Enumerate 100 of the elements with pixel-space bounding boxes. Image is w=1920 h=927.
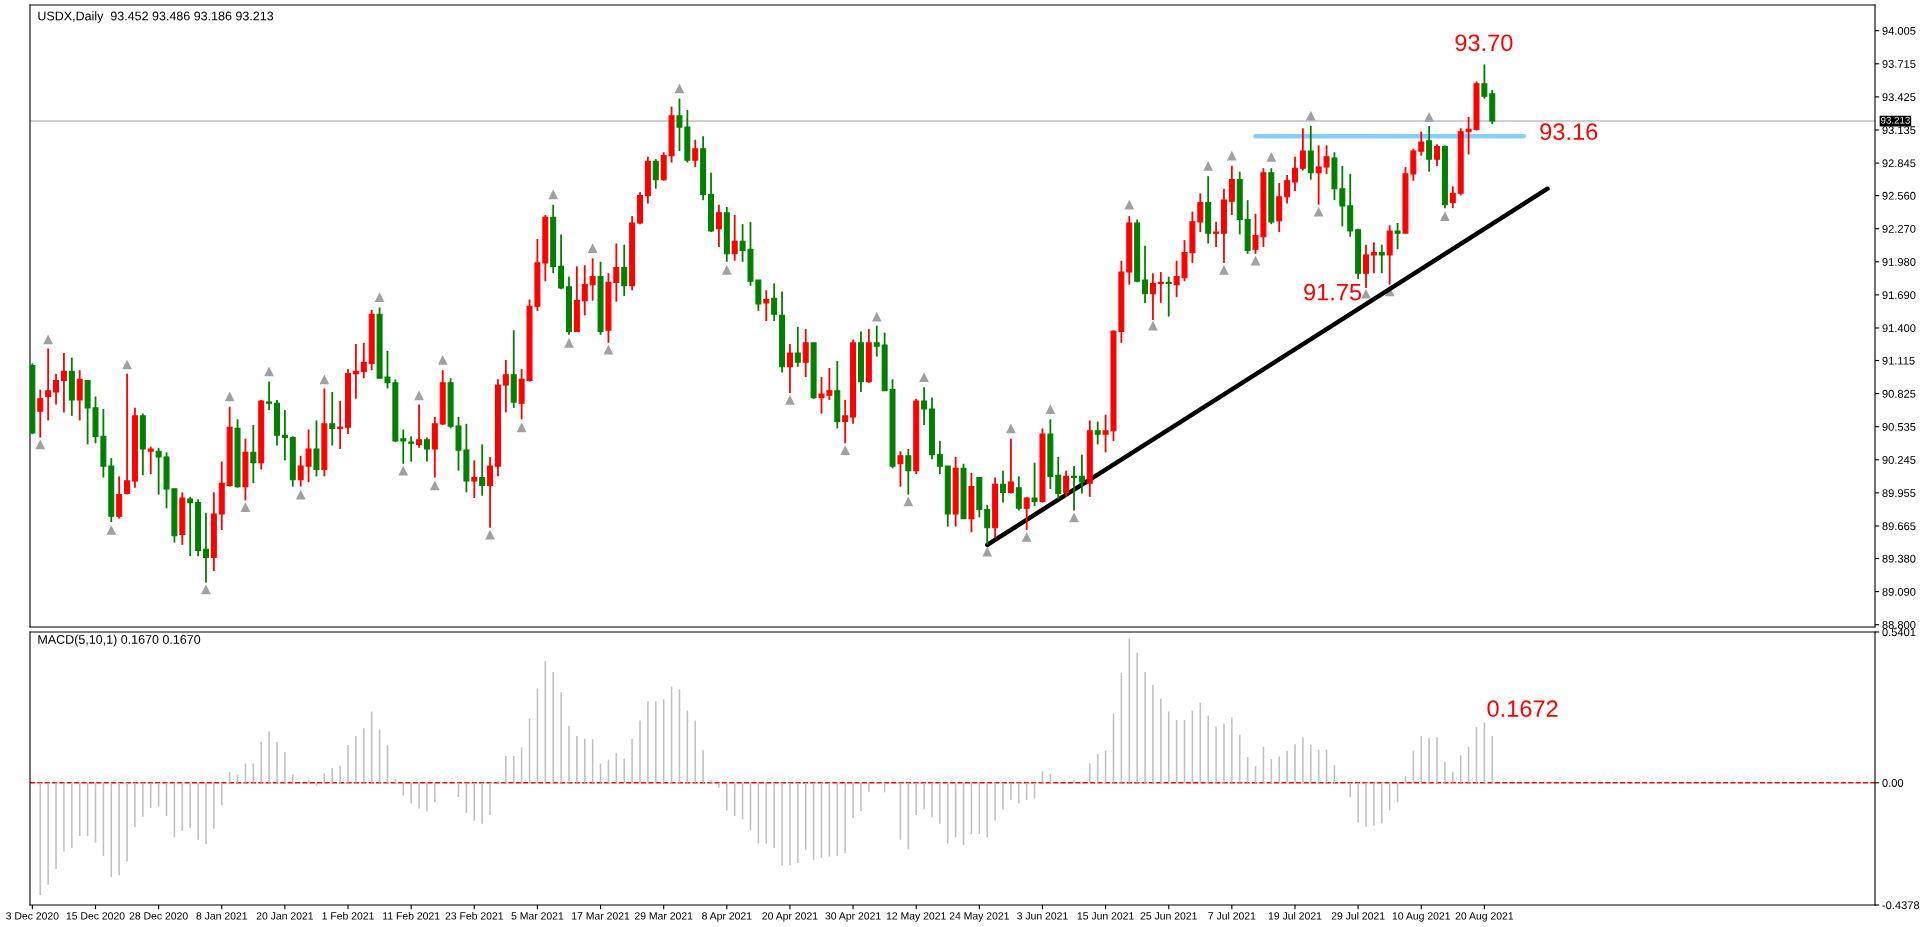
x-tick-label: 11 Feb 2021 xyxy=(383,911,440,920)
x-tick-label: 20 Aug 2021 xyxy=(1455,912,1514,922)
y-tick-label: 91.980 xyxy=(1882,258,1916,266)
point xyxy=(429,480,440,491)
candlestick xyxy=(786,343,793,394)
point xyxy=(398,465,409,476)
y-tick-label: 92.845 xyxy=(1882,159,1916,168)
y-tick-label: 88.800 xyxy=(1882,620,1916,629)
x-tick-label: 3 Dec 2020 xyxy=(6,912,59,920)
y-tick-label: 0.00 xyxy=(1882,779,1904,787)
candlestick xyxy=(1307,125,1314,181)
candlestick xyxy=(76,369,83,422)
point xyxy=(721,264,732,275)
point xyxy=(548,189,559,200)
y-tick-label: 91.115 xyxy=(1882,356,1915,365)
point xyxy=(224,391,235,402)
candlestick xyxy=(1449,185,1456,210)
x-tick-label: 20 Apr 2021 xyxy=(762,912,818,922)
candlestick xyxy=(1071,465,1078,512)
candlestick xyxy=(771,282,778,323)
candlestick xyxy=(60,352,67,414)
candlestick xyxy=(842,398,849,445)
x-tick-label: 15 Dec 2020 xyxy=(66,912,125,920)
point xyxy=(785,395,795,405)
candlestick xyxy=(408,435,415,463)
y-tick-label: 93.425 xyxy=(1882,93,1916,102)
chart-title: MACD(5,10,1) 0.1670 0.1670 xyxy=(38,634,201,647)
y-tick-label: 90.245 xyxy=(1882,456,1916,464)
candlestick xyxy=(187,495,194,558)
candlestick xyxy=(1000,469,1007,504)
candlestick xyxy=(621,243,628,297)
point xyxy=(43,334,54,345)
point xyxy=(1424,111,1434,122)
candlestick xyxy=(1426,125,1433,173)
point xyxy=(982,546,993,557)
annotation: 93.16 xyxy=(1540,123,1598,141)
y-tick-label: 89.090 xyxy=(1882,587,1916,596)
candlestick xyxy=(1370,241,1377,275)
candlestick xyxy=(652,158,659,190)
point xyxy=(295,489,306,500)
candlestick xyxy=(1386,224,1393,286)
y-tick-label: 89.380 xyxy=(1882,554,1916,563)
candlestick xyxy=(897,450,904,488)
point xyxy=(1148,320,1158,331)
annotation: 93.70 xyxy=(1455,34,1513,52)
candlestick xyxy=(692,138,699,168)
x-tick-label: 12 May 2021 xyxy=(886,912,946,922)
x-tick-label: 3 Jun 2021 xyxy=(1017,912,1068,920)
candlestick xyxy=(558,233,565,291)
x-tick-label: 19 Jul 2021 xyxy=(1268,911,1322,920)
point xyxy=(1440,211,1450,221)
point xyxy=(587,243,598,253)
point xyxy=(1305,110,1316,121)
candlestick xyxy=(329,390,336,447)
candlestick xyxy=(1284,174,1291,205)
candlestick xyxy=(873,324,880,358)
x-tick-label: 24 May 2021 xyxy=(949,912,1009,922)
candlestick xyxy=(1078,453,1085,495)
candlestick xyxy=(763,289,770,323)
candlestick xyxy=(266,380,273,412)
candlestick xyxy=(905,448,912,496)
candlestick xyxy=(53,372,60,406)
candlestick xyxy=(116,475,123,520)
y-tick-label: 91.400 xyxy=(1882,324,1916,333)
point xyxy=(1361,288,1371,299)
candlestick xyxy=(1291,155,1298,192)
candlestick xyxy=(581,264,588,317)
candlestick xyxy=(1149,272,1156,321)
candlestick xyxy=(984,503,991,546)
point xyxy=(201,584,211,595)
candlestick xyxy=(487,456,494,529)
y-tick-label: 89.665 xyxy=(1882,522,1916,531)
chart-title: USDX,Daily 93.452 93.486 93.186 93.213 xyxy=(38,11,274,23)
candlestick xyxy=(1031,461,1038,507)
point xyxy=(871,311,882,322)
y-tick-label: 92.270 xyxy=(1882,224,1916,233)
ref-line-label: 93.213 xyxy=(1880,116,1910,124)
y-tick-label: -0.4378 xyxy=(1882,901,1920,910)
point xyxy=(1250,255,1261,266)
candlestick xyxy=(1015,475,1022,512)
candlestick xyxy=(337,400,344,450)
candlestick xyxy=(423,436,430,463)
point xyxy=(437,355,448,365)
candlestick xyxy=(400,428,407,465)
y-tick-label: 0.5401 xyxy=(1882,628,1916,637)
x-tick-label: 29 Jul 2021 xyxy=(1331,911,1385,920)
candlestick xyxy=(1418,130,1425,157)
x-tick-label: 20 Jan 2021 xyxy=(256,912,314,920)
candlestick xyxy=(794,325,801,368)
candlestick xyxy=(250,424,257,485)
annotation: 0.1672 xyxy=(1487,700,1558,717)
candlestick xyxy=(45,347,52,422)
candlestick xyxy=(589,257,596,302)
candlestick xyxy=(1142,244,1149,304)
candlestick xyxy=(1434,143,1441,167)
y-tick-label: 94.005 xyxy=(1882,26,1916,35)
x-tick-label: 1 Feb 2021 xyxy=(322,911,374,920)
candlestick xyxy=(1481,63,1488,100)
point xyxy=(319,374,330,385)
point xyxy=(840,445,851,455)
